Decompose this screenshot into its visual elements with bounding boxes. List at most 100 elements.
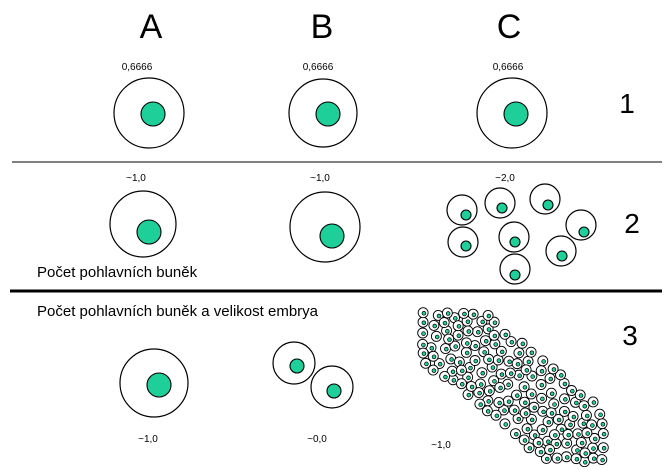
tiny-cell — [525, 346, 537, 358]
cell-2a — [109, 190, 177, 258]
tiny-cell — [570, 453, 582, 465]
tiny-cell — [513, 347, 525, 359]
nucleus — [503, 101, 529, 127]
small-cell — [498, 221, 530, 253]
value-3a: ~1,0 — [138, 434, 158, 445]
tiny-cell — [417, 338, 429, 350]
tiny-cell — [465, 380, 477, 392]
tiny-cell — [503, 355, 515, 367]
tiny-cell — [443, 333, 455, 345]
tiny-cell — [581, 427, 593, 439]
tiny-cell — [523, 442, 535, 454]
tiny-cell — [483, 385, 495, 397]
value-2a: ~1,0 — [126, 173, 146, 184]
tiny-cell — [476, 367, 488, 379]
tiny-cell — [430, 330, 442, 342]
tiny-cell — [483, 353, 495, 365]
tiny-cell — [586, 419, 598, 431]
tiny-cell — [578, 400, 590, 412]
nucleus — [136, 219, 162, 245]
small-cell — [446, 194, 478, 226]
tiny-cell — [417, 307, 429, 319]
tiny-cell — [520, 364, 532, 376]
tiny-cell — [587, 396, 599, 408]
tiny-cell — [532, 437, 544, 448]
tiny-cell — [488, 375, 500, 387]
tiny-cell — [495, 345, 507, 357]
tiny-cell — [536, 392, 548, 404]
tiny-cell — [535, 379, 547, 390]
tiny-cell — [439, 370, 451, 382]
tiny-cell — [452, 329, 464, 341]
tiny-cell — [528, 401, 540, 413]
tiny-cell — [508, 404, 520, 416]
tiny-cell — [559, 393, 570, 405]
tiny-cell — [427, 364, 439, 376]
tiny-cell — [596, 454, 608, 466]
cell-1b — [288, 78, 358, 148]
tiny-cell — [461, 337, 472, 349]
tiny-cell — [511, 358, 523, 370]
tiny-cell — [558, 405, 570, 417]
tiny-cell — [469, 355, 481, 366]
tiny-cell — [547, 363, 559, 375]
tiny-cell — [594, 408, 606, 420]
tiny-cell — [458, 307, 470, 319]
tiny-cell — [494, 381, 506, 393]
cell-group-2c — [446, 183, 597, 285]
tiny-cell — [513, 369, 525, 381]
tiny-cell — [438, 317, 450, 328]
small-cell — [272, 341, 316, 385]
tiny-cell — [473, 387, 485, 398]
tiny-cell — [502, 395, 514, 407]
tiny-cell — [502, 378, 514, 390]
tiny-cell — [493, 397, 505, 408]
row-number-1: 1 — [619, 88, 635, 119]
value-1b: 0,6666 — [303, 62, 334, 73]
tiny-cell — [518, 434, 530, 446]
tiny-cell — [519, 407, 531, 419]
tiny-cell — [525, 388, 537, 400]
tiny-cell — [516, 337, 528, 349]
tiny-cell — [428, 319, 440, 331]
tiny-cell — [575, 437, 587, 448]
nucleus — [146, 372, 172, 398]
column-header-b: B — [311, 8, 334, 46]
tiny-cell — [481, 405, 493, 417]
tiny-cell — [544, 444, 556, 455]
tiny-cell — [545, 407, 557, 419]
tiny-cell — [427, 350, 439, 362]
value-1a: 0,6666 — [122, 62, 153, 73]
column-header-a: A — [140, 8, 163, 46]
tiny-cell — [574, 389, 586, 401]
tiny-cell — [488, 329, 500, 341]
tiny-cell — [505, 336, 517, 348]
tiny-cell — [597, 442, 609, 454]
tiny-cell — [498, 404, 510, 416]
tiny-cell — [552, 413, 564, 425]
tiny-cell — [580, 409, 592, 421]
tiny-cell — [449, 340, 461, 352]
tiny-cell — [544, 372, 556, 384]
tiny-cell — [549, 429, 560, 441]
small-cell — [529, 183, 561, 215]
tiny-cell — [420, 357, 432, 369]
tiny-cell — [562, 429, 574, 440]
tiny-cell — [535, 365, 547, 377]
tiny-cell — [499, 418, 511, 430]
cell-2b — [289, 191, 361, 263]
tiny-cell — [579, 447, 591, 459]
small-cell — [565, 209, 597, 241]
tiny-cell — [512, 413, 524, 424]
tiny-cell — [417, 347, 429, 359]
tiny-cell — [525, 413, 537, 425]
tiny-cell — [469, 340, 481, 352]
tiny-cell — [433, 358, 445, 370]
tiny-cell — [417, 316, 429, 328]
caption-row-3: Počet pohlavních buněk a velikost embrya — [37, 303, 319, 320]
caption-row-2: Počet pohlavních buněk — [37, 264, 198, 281]
value-3c: ~1,0 — [431, 440, 451, 451]
value-3b: ~0,0 — [307, 434, 327, 445]
tiny-cell — [597, 428, 609, 440]
